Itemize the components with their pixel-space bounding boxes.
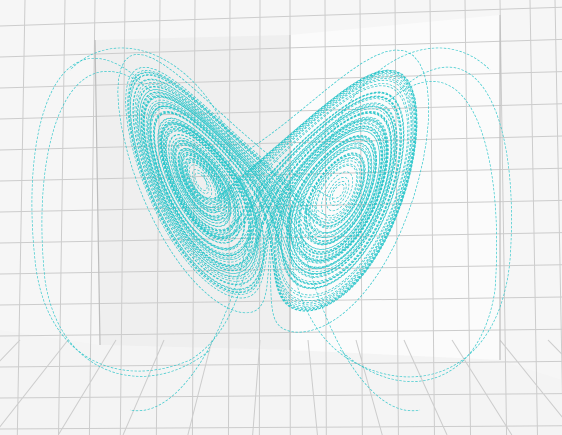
chart-svg xyxy=(0,0,562,435)
chart-plot-area xyxy=(0,0,562,435)
